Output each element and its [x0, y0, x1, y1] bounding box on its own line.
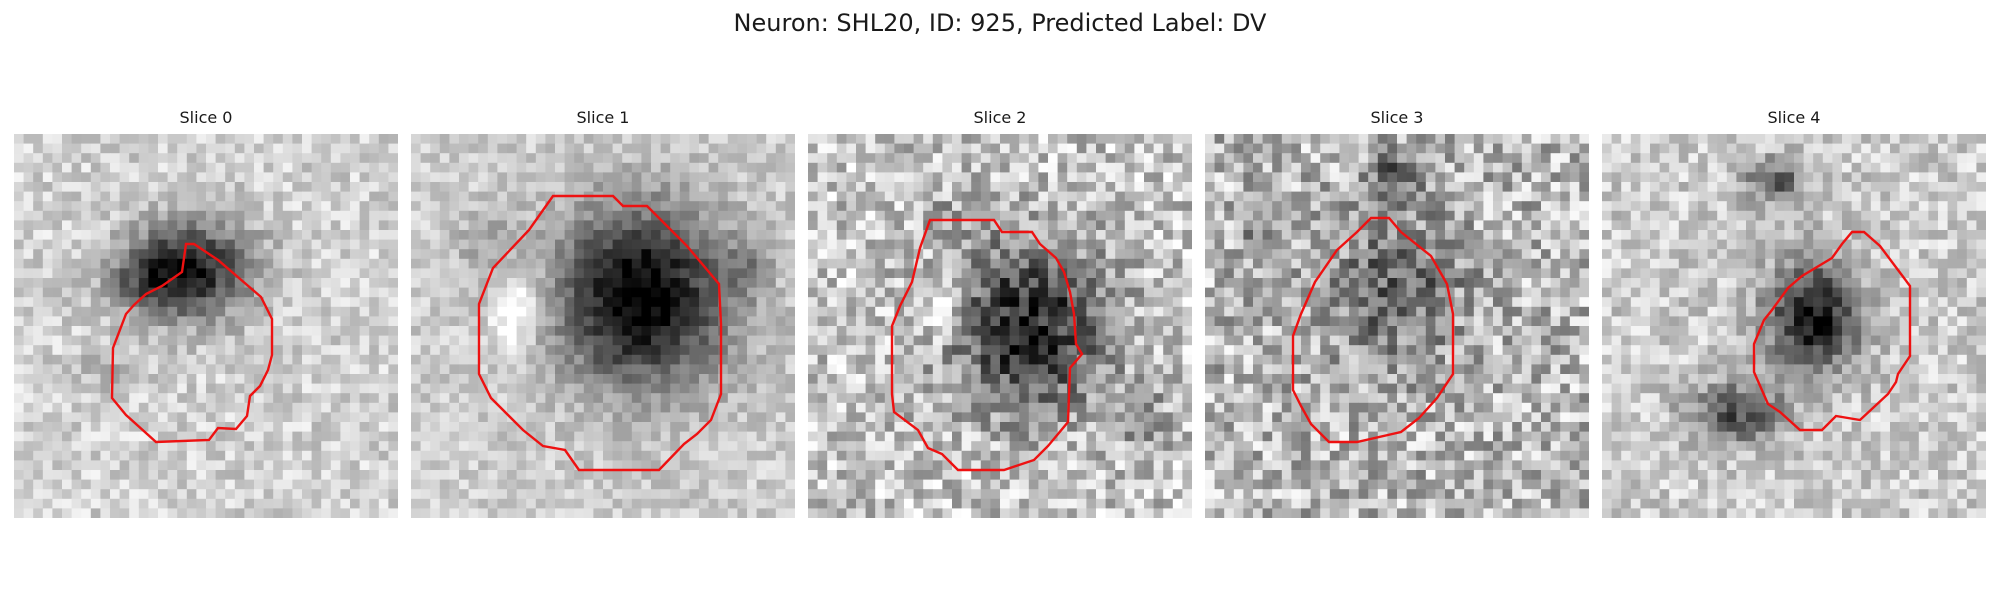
slice-image-4 — [1602, 134, 1986, 518]
roi-contour-1 — [477, 194, 723, 472]
slice-panel-3: Slice 3 — [1205, 108, 1589, 518]
slice-title-2: Slice 2 — [973, 108, 1027, 127]
slice-panel-2: Slice 2 — [808, 108, 1192, 518]
slice-image-0 — [14, 134, 398, 518]
slice-title-0: Slice 0 — [179, 108, 233, 127]
slice-title-4: Slice 4 — [1767, 108, 1821, 127]
figure-title: Neuron: SHL20, ID: 925, Predicted Label:… — [733, 9, 1267, 37]
slice-image-3 — [1205, 134, 1589, 518]
slice-title-3: Slice 3 — [1370, 108, 1424, 127]
slice-panel-0: Slice 0 — [14, 108, 398, 518]
slice-image-1 — [411, 134, 795, 518]
roi-contour-4 — [1752, 230, 1912, 432]
roi-contour-2 — [890, 218, 1084, 472]
slice-panel-1: Slice 1 — [411, 108, 795, 518]
slice-title-1: Slice 1 — [576, 108, 630, 127]
roi-contour-0 — [110, 242, 274, 444]
slice-panel-4: Slice 4 — [1602, 108, 1986, 518]
roi-contour-3 — [1291, 216, 1455, 444]
slice-image-2 — [808, 134, 1192, 518]
